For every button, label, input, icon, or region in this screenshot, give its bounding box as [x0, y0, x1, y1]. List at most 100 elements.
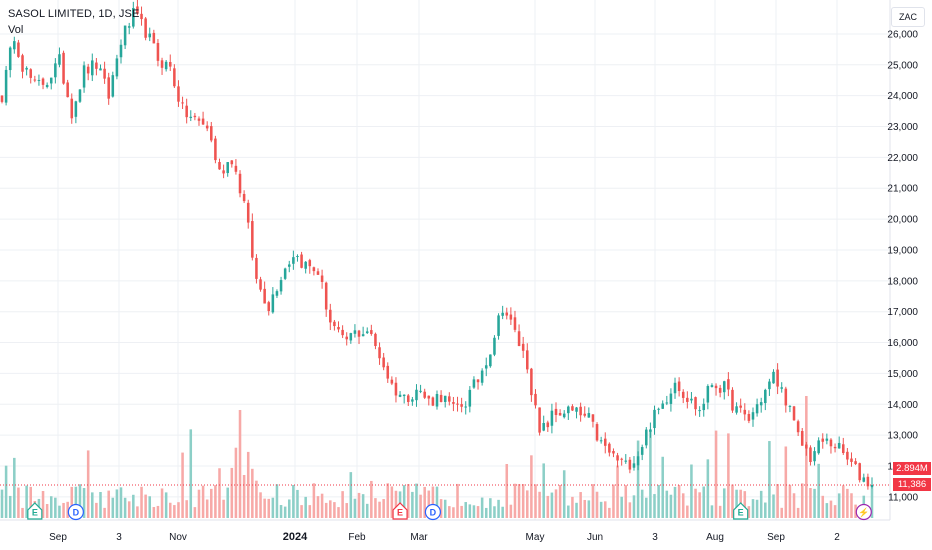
candle-body: [222, 170, 225, 174]
volume-bar: [324, 502, 328, 518]
currency-button[interactable]: ZAC: [891, 7, 925, 27]
volume-bar: [173, 505, 176, 518]
time-axis: Sep 3 Nov 2024 Feb Mar May Jun 3 Aug Sep 2: [49, 531, 840, 543]
candle-body: [214, 138, 217, 161]
candle-body: [378, 347, 381, 359]
volume-bar: [275, 484, 279, 518]
candle: [669, 388, 673, 412]
volume-bar: [107, 490, 110, 518]
candle: [99, 64, 102, 71]
candle: [497, 313, 500, 340]
candlestick-series: [0, 0, 874, 490]
candle: [517, 324, 521, 347]
volume-bar: [49, 496, 53, 518]
candle-body: [809, 447, 812, 462]
volume-bar: [222, 499, 225, 518]
volume-bar: [809, 487, 812, 518]
candle: [755, 398, 759, 417]
candle: [189, 110, 193, 122]
candle: [603, 432, 607, 454]
candle: [218, 158, 221, 170]
candle-body: [86, 66, 90, 74]
candle: [148, 27, 152, 42]
candle: [718, 384, 722, 398]
candle: [562, 410, 566, 419]
volume-bar: [370, 480, 373, 518]
candle-body: [456, 403, 459, 405]
candle-body: [542, 423, 545, 431]
time-tick-label: Nov: [169, 532, 187, 543]
svg-text:D: D: [73, 508, 80, 518]
volume-bar: [796, 507, 800, 518]
volume-bar: [829, 500, 833, 518]
volume-bar: [690, 464, 693, 518]
volume-bar: [283, 506, 287, 518]
volume-indicator-label[interactable]: Vol: [8, 24, 24, 36]
candle: [722, 380, 726, 400]
candle-body: [45, 84, 49, 88]
candle-body: [727, 379, 730, 390]
candle: [279, 276, 283, 295]
candle-body: [640, 447, 644, 455]
candle-body: [636, 456, 640, 466]
candle-body: [304, 261, 307, 269]
candle: [825, 433, 829, 445]
candle-body: [579, 406, 582, 416]
volume-bar: [234, 447, 238, 518]
candle: [255, 254, 258, 284]
price-tick-label: 17,000: [887, 307, 918, 318]
volume-bar: [468, 504, 472, 518]
volume-bar: [378, 501, 381, 518]
candle-body: [140, 13, 143, 20]
candle-body: [550, 410, 554, 426]
volume-bar: [246, 451, 250, 518]
candle: [123, 25, 127, 50]
candle-body: [759, 402, 763, 406]
volume-bar: [279, 505, 283, 518]
candle: [649, 422, 652, 438]
candle: [263, 281, 266, 304]
candle: [312, 266, 316, 276]
candle-body: [370, 330, 373, 334]
candle: [21, 53, 24, 79]
volume-bar: [329, 500, 332, 518]
candle: [337, 321, 340, 333]
volume-bar: [13, 457, 16, 518]
candle-body: [66, 82, 69, 98]
earnings-icon: E: [27, 502, 43, 520]
volume-bar: [197, 489, 201, 518]
volume-bar: [136, 506, 139, 518]
volume-bar: [201, 485, 205, 518]
candle-body: [271, 294, 275, 313]
candle: [419, 384, 422, 394]
volume-bar: [320, 493, 324, 518]
candle-body: [423, 391, 426, 398]
candle: [226, 161, 229, 177]
candle-body: [813, 451, 816, 462]
candle: [866, 473, 870, 490]
volume-bar: [558, 484, 562, 518]
candle: [780, 382, 783, 393]
candle: [842, 437, 845, 455]
volume-bar: [591, 484, 595, 518]
candle-body: [538, 407, 541, 433]
candle-body: [792, 406, 796, 421]
candle: [616, 452, 619, 468]
candle-body: [62, 52, 65, 84]
candle-body: [833, 446, 837, 449]
candle: [710, 383, 714, 388]
volume-bar: [119, 487, 123, 518]
volume-bar: [427, 490, 431, 518]
price-tick-label: 16,000: [887, 338, 918, 349]
candle: [267, 300, 271, 316]
candle-body: [714, 385, 718, 389]
volume-bar: [616, 465, 619, 518]
candle: [107, 72, 110, 105]
candle-body: [152, 32, 156, 44]
candle-body: [70, 98, 74, 119]
candle: [296, 254, 299, 262]
volume-bar: [542, 463, 545, 518]
candle: [735, 402, 738, 415]
candle: [349, 332, 353, 344]
